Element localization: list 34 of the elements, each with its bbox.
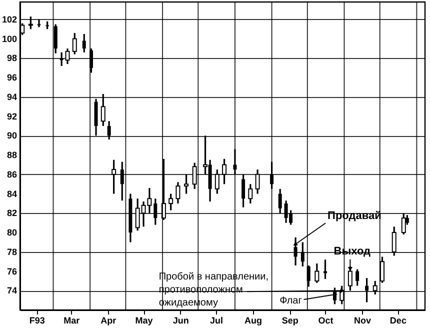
- y-tick-label: 100: [2, 34, 17, 44]
- y-tick-label: 84: [6, 188, 17, 199]
- x-tick-label: Aug: [244, 316, 262, 326]
- y-tick-label: 76: [6, 266, 17, 276]
- x-tick-label: Apr: [100, 316, 117, 326]
- candlestick: [356, 268, 360, 287]
- y-tick-label: 88: [6, 150, 17, 160]
- x-tick-label: Jul: [210, 316, 223, 326]
- y-tick-label: 92: [6, 111, 17, 122]
- y-tick-label: 98: [6, 53, 17, 64]
- candlestick: [168, 192, 174, 212]
- y-tick-label: 82: [6, 208, 17, 218]
- candlestick: [248, 183, 253, 204]
- x-tick-label: May: [135, 316, 153, 326]
- candlestick: [72, 32, 77, 56]
- x-tick-label: Oct: [318, 316, 334, 326]
- y-tick-label: 96: [6, 72, 17, 83]
- candlestick: [314, 262, 320, 284]
- candlestick: [82, 33, 86, 54]
- candlestick: [176, 181, 180, 204]
- y-tick-label: 80: [6, 228, 17, 238]
- y-tick-label: 86: [6, 169, 17, 180]
- y-tick-label: 94: [6, 92, 17, 102]
- x-tick-label: Jun: [172, 316, 189, 326]
- x-tick-label: Dec: [390, 316, 406, 326]
- x-tick-label: F93: [29, 316, 45, 326]
- annotation: Флаг: [280, 296, 302, 307]
- x-tick-label: Nov: [354, 316, 372, 326]
- x-tick-label: Sep: [282, 316, 299, 326]
- y-tick-label: 74: [6, 286, 17, 296]
- y-tick-label: 102: [2, 14, 17, 24]
- y-tick-label: 90: [6, 130, 17, 141]
- x-tick-label: Mar: [64, 316, 80, 326]
- y-tick-label: 78: [6, 246, 17, 257]
